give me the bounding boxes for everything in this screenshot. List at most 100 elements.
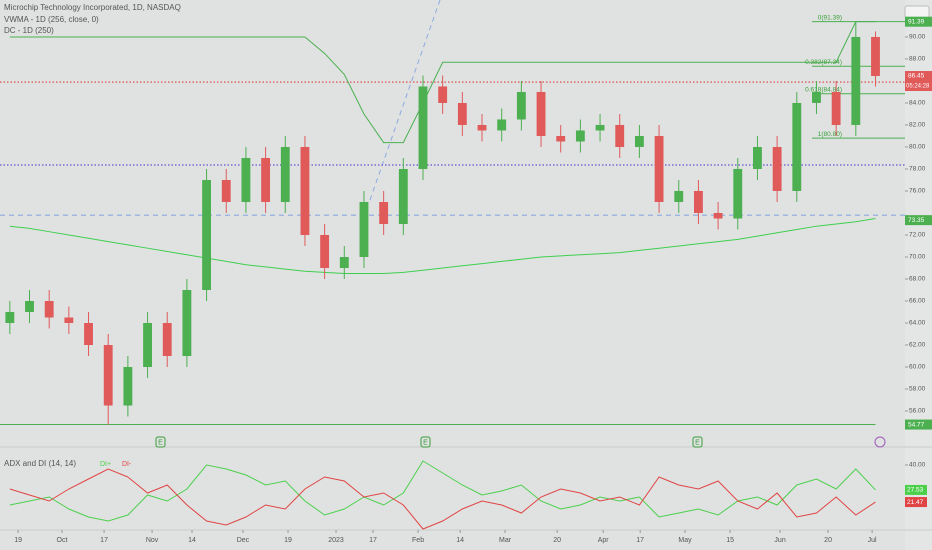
earnings-icon[interactable]: E <box>420 436 431 448</box>
price-label: 86.45 <box>908 73 925 80</box>
candle-body <box>733 168 743 219</box>
candle-body <box>103 345 113 406</box>
fib-label: 0(91.39) <box>818 14 842 21</box>
y-tick-label: 60.00 <box>909 364 926 371</box>
earnings-icon[interactable]: E <box>692 436 703 448</box>
x-tick-label: Mar <box>499 537 512 544</box>
candle-body <box>241 157 251 202</box>
last-value-label: 27.53 <box>907 487 924 494</box>
y-tick-label: 64.00 <box>909 320 926 327</box>
candle-body <box>5 312 15 324</box>
y-tick-label: 66.00 <box>909 298 926 305</box>
fib-label: 1(80.80) <box>818 131 842 138</box>
candle-body <box>182 290 192 357</box>
chart-title: Microchip Technology Incorporated, 1D, N… <box>4 3 181 12</box>
candle-body <box>143 323 152 368</box>
last-value-box <box>905 497 927 508</box>
earnings-icon[interactable]: E <box>155 436 166 448</box>
svg-text:E: E <box>695 439 700 446</box>
candle-body <box>280 146 290 202</box>
x-tick-label: 20 <box>824 537 832 544</box>
x-tick-label: Dec <box>237 537 250 544</box>
x-tick-label: 15 <box>726 537 734 544</box>
candle-body <box>693 190 703 213</box>
x-tick-label: Nov <box>146 537 159 544</box>
x-tick-label: 2023 <box>328 537 344 544</box>
candle-body <box>320 234 330 268</box>
candle-body <box>438 86 448 103</box>
y-tick-label: 58.00 <box>909 386 926 393</box>
y-tick-label: 70.00 <box>909 254 926 261</box>
candle-body <box>851 36 861 125</box>
x-tick-label: 14 <box>456 537 464 544</box>
di-line <box>9 460 876 522</box>
x-tick-label: 19 <box>284 537 292 544</box>
price-label: 54.77 <box>908 421 925 428</box>
candle-body <box>812 91 821 103</box>
candle-body <box>162 323 172 357</box>
x-tick-label: 17 <box>369 537 377 544</box>
candle-body <box>418 86 428 169</box>
scale-button[interactable] <box>904 5 930 19</box>
event-icon[interactable] <box>874 436 886 448</box>
candle-body <box>477 124 487 131</box>
y-tick-label: 88.00 <box>909 56 926 63</box>
vwma-line <box>9 217 876 274</box>
last-value-box <box>905 484 927 495</box>
x-tick-label: 14 <box>188 537 196 544</box>
x-tick-label: Jul <box>868 537 877 544</box>
x-tick-label: Jun <box>774 537 785 544</box>
fib-label: 0.382(87.34) <box>805 59 842 66</box>
candle-body <box>25 301 34 313</box>
y-tick-label: 90.00 <box>909 34 926 41</box>
candle-body <box>575 130 585 142</box>
adx-title: ADX and DI (14, 14) <box>4 459 76 468</box>
candle-body <box>44 301 54 318</box>
candle-body <box>457 102 467 125</box>
di-line <box>9 468 876 530</box>
y-tick-label: 62.00 <box>909 342 926 349</box>
candle-body <box>654 135 664 202</box>
candle-body <box>871 36 880 77</box>
x-tick-label: May <box>678 537 692 544</box>
candle-body <box>84 323 93 346</box>
candle-body <box>123 367 133 406</box>
price-scale <box>905 0 932 550</box>
x-tick-label: 19 <box>14 537 22 544</box>
candle-body <box>595 124 605 131</box>
candle-body <box>497 119 507 131</box>
y-tick-label: 82.00 <box>909 122 926 129</box>
candle-body <box>556 135 566 142</box>
y-tick-label: 78.00 <box>909 166 926 173</box>
candle-body <box>516 91 526 120</box>
countdown: 05:24:28 <box>906 84 930 90</box>
indicator-label: DC - 1D (250) <box>4 26 54 35</box>
donchian-upper <box>9 21 876 144</box>
price-label-box <box>905 215 932 226</box>
svg-text:E: E <box>158 439 163 446</box>
candle-body <box>753 146 762 169</box>
series-name: DI- <box>122 461 132 468</box>
y-tick-label: 40.00 <box>909 462 926 469</box>
candle-body <box>634 135 644 147</box>
candle-body <box>792 102 802 191</box>
y-tick-label: 72.00 <box>909 232 926 239</box>
y-tick-label: 80.00 <box>909 144 926 151</box>
candle-body <box>772 146 782 191</box>
candle-body <box>615 124 625 147</box>
y-tick-label: 84.00 <box>909 100 926 107</box>
y-tick-label: 76.00 <box>909 188 926 195</box>
candle-body <box>202 179 212 290</box>
candle-body <box>536 91 546 136</box>
candle-body <box>713 212 723 219</box>
price-label: 73.35 <box>908 217 925 224</box>
y-tick-label: 56.00 <box>909 408 926 415</box>
price-label-box <box>905 71 932 92</box>
candle-body <box>339 256 349 268</box>
x-tick-label: 17 <box>100 537 108 544</box>
x-tick-label: Oct <box>57 537 68 544</box>
candle-body <box>261 157 271 202</box>
x-tick-label: Feb <box>412 537 424 544</box>
